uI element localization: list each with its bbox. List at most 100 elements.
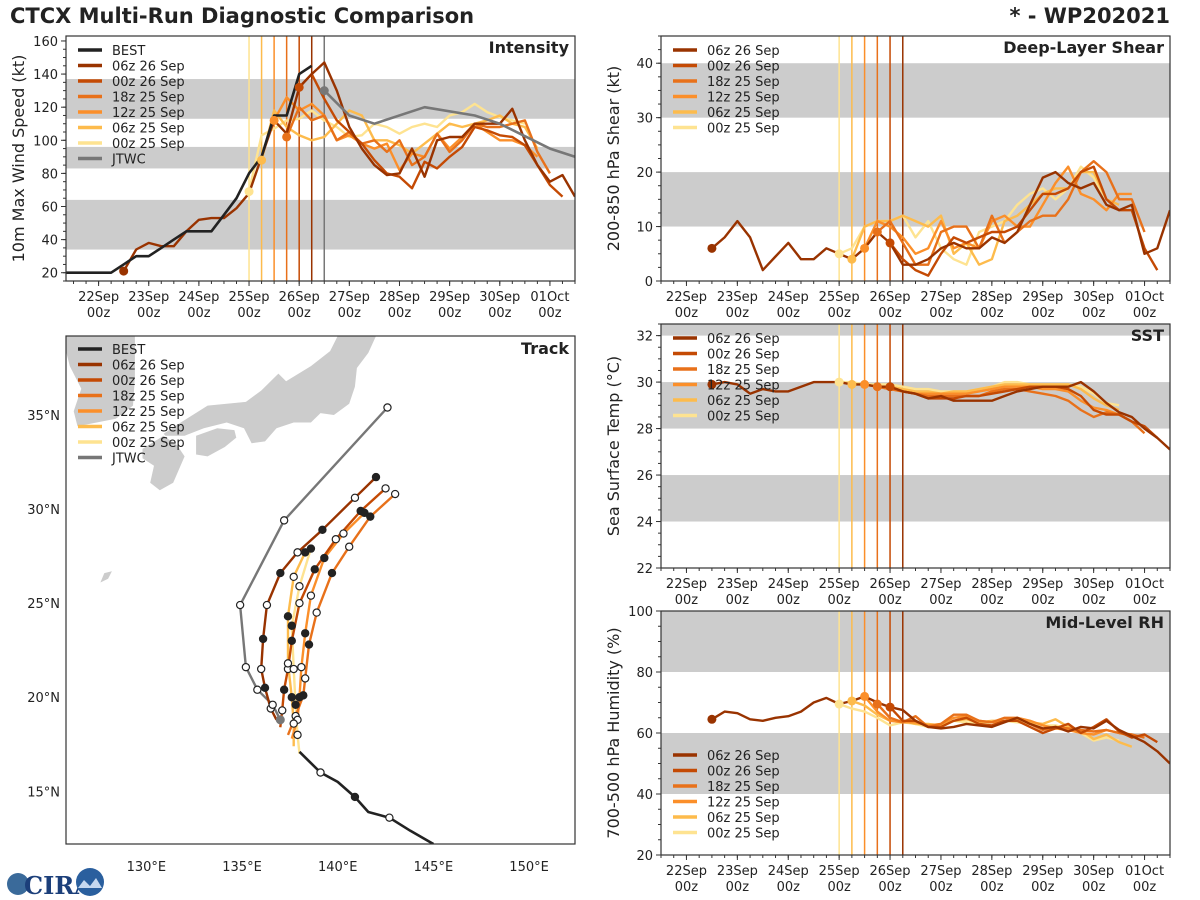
x-tick-label-hour: 00z [726,593,750,608]
track-marker [318,525,327,534]
x-tick-label-date: 23Sep [717,290,758,305]
track-marker [350,493,360,503]
x-tick-label-hour: 00z [777,593,801,608]
track-marker [327,568,337,578]
track-marker [390,489,400,499]
track-marker [331,535,341,544]
x-tick-label-date: 01Oct [1125,864,1164,879]
legend-label: 18z 25 Sep [112,91,185,106]
legend-label: 18z 25 Sep [707,75,780,90]
jtwc-line [323,89,575,159]
track-marker [300,548,310,557]
track-marker [295,598,304,608]
land-polygon [100,571,112,583]
track-marker [289,664,298,674]
track-marker [297,662,306,672]
init-marker [872,227,882,237]
best-track-marker [316,768,325,777]
y-tick-label: 60 [636,727,653,742]
y-tick-label: 30 [636,376,653,391]
legend-label: 00z 25 Sep [707,827,780,842]
x-tick-label-hour: 00z [137,306,161,321]
lon-tick-label: 135°E [222,860,262,875]
x-tick-label-hour: 00z [777,880,801,895]
series-line [711,695,1170,765]
x-tick-label-hour: 00z [287,306,311,321]
best-track-line [66,64,313,275]
track-marker [283,612,293,621]
x-tick-label-hour: 00z [878,880,902,895]
track-marker [306,544,316,553]
y-tick-label: 40 [636,788,653,803]
x-tick-label-date: 24Sep [178,290,219,305]
track-marker [283,659,293,668]
x-tick-label-hour: 00z [338,306,362,321]
y-tick-label: 120 [33,101,58,116]
panel-title: Intensity [489,38,570,57]
init-marker [119,266,129,276]
init-marker [885,238,895,248]
shaded-band [661,475,1170,522]
y-tick-label: 20 [636,166,653,181]
x-tick-label-date: 24Sep [768,864,809,879]
track-marker [366,512,375,521]
y-tick-label: 10 [636,221,653,236]
x-tick-label-date: 25Sep [229,290,270,305]
legend-label: 00z 26 Sep [112,374,185,389]
cira-logo: CIRA [4,866,104,900]
init-marker [244,187,254,197]
legend-label: 06z 25 Sep [707,106,780,121]
y-tick-label: 22 [636,562,653,577]
track-marker [262,600,272,610]
legend-label: 18z 25 Sep [112,390,185,405]
init-marker [834,699,844,709]
track-marker [287,693,296,702]
legend-label: 00z 25 Sep [707,122,780,137]
x-tick-label-date: 25Sep [819,290,860,305]
x-tick-label-date: 29Sep [1022,864,1063,879]
land-polygon [163,336,376,444]
init-marker [282,132,292,142]
legend-label: 00z 26 Sep [707,765,780,780]
x-tick-label-date: 01Oct [1125,577,1164,592]
x-tick-label-hour: 00z [1133,593,1157,608]
x-tick-label-hour: 00z [675,880,699,895]
x-tick-label-date: 01Oct [530,290,569,305]
y-axis-label: 200-850 hPa Shear (kt) [604,66,623,252]
series-line [863,695,1133,738]
y-tick-label: 32 [636,330,653,345]
init-marker [872,699,882,709]
legend-label: 06z 26 Sep [707,44,780,59]
y-tick-label: 0 [645,275,653,290]
best-track-marker [350,792,360,802]
logo-globe [7,873,29,895]
init-marker [885,702,895,712]
x-tick-label-date: 22Sep [78,290,119,305]
legend-label: 00z 26 Sep [112,75,185,90]
x-tick-label-hour: 00z [726,880,750,895]
y-axis-label: Sea Surface Temp (°C) [604,356,623,536]
x-tick-label-date: 23Sep [717,864,758,879]
init-marker [269,115,279,125]
x-tick-label-hour: 00z [187,306,211,321]
track-marker [300,629,310,638]
track-marker [295,693,304,702]
panel-track: 130°E 135°E 140°E 145°E 150°E 15°N 20°N 25°N 30°… [27,335,576,875]
init-marker [707,714,717,724]
y-tick-label: 100 [628,605,653,620]
y-tick-label: 40 [41,234,58,249]
y-tick-label: 100 [33,134,58,149]
track-marker [287,621,296,630]
jtwc-init-marker [275,715,285,725]
series-group [707,159,1170,277]
series-group [707,691,1170,765]
x-tick-label-hour: 00z [388,306,412,321]
shaded-band [661,172,1170,227]
track-marker [253,685,262,694]
x-tick-label-hour: 00z [827,880,851,895]
init-marker [257,155,267,165]
track-marker [278,706,287,715]
track-marker [276,568,285,578]
best-track-marker [385,813,394,822]
track-marker [279,685,289,694]
